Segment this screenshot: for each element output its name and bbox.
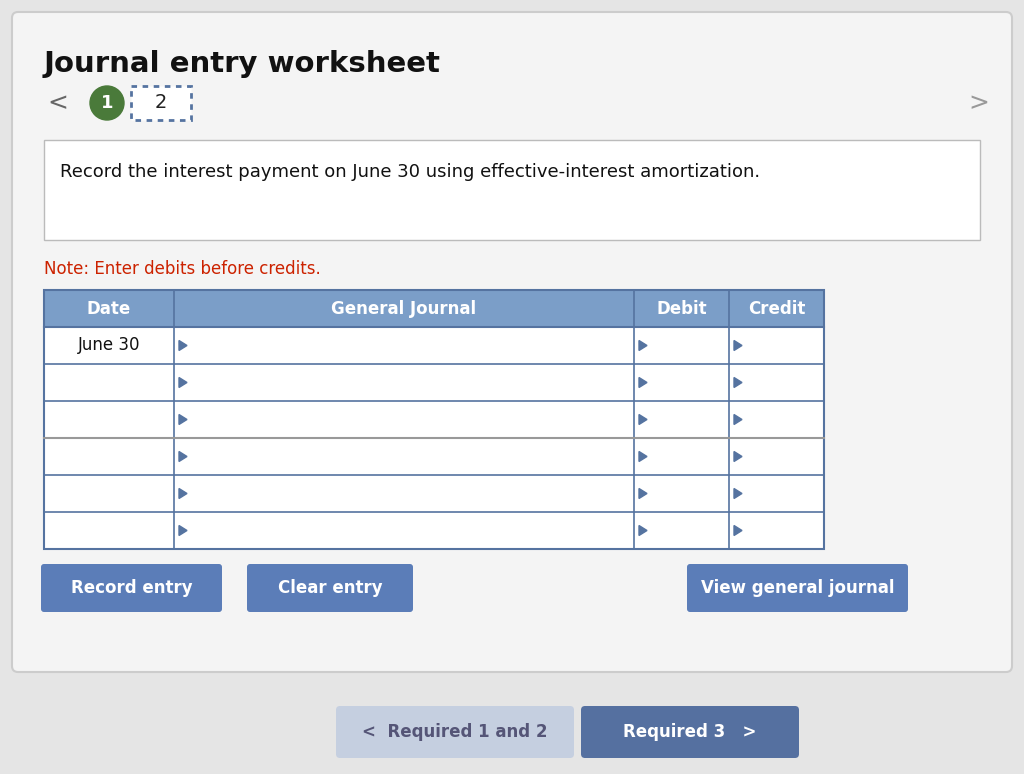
- FancyBboxPatch shape: [44, 140, 980, 240]
- Bar: [44, 475, 824, 512]
- Polygon shape: [734, 526, 742, 536]
- Polygon shape: [639, 378, 647, 388]
- Bar: [44, 438, 824, 475]
- FancyBboxPatch shape: [581, 706, 799, 758]
- Polygon shape: [639, 415, 647, 424]
- Text: Record the interest payment on June 30 using effective-interest amortization.: Record the interest payment on June 30 u…: [60, 163, 760, 181]
- Polygon shape: [639, 488, 647, 498]
- Text: Required 3   >: Required 3 >: [624, 723, 757, 741]
- Bar: [44, 290, 824, 549]
- FancyBboxPatch shape: [687, 564, 908, 612]
- Text: Note: Enter debits before credits.: Note: Enter debits before credits.: [44, 260, 321, 278]
- Text: June 30: June 30: [78, 337, 140, 354]
- Text: Date: Date: [87, 300, 131, 317]
- Polygon shape: [734, 378, 742, 388]
- FancyBboxPatch shape: [247, 564, 413, 612]
- Polygon shape: [179, 451, 187, 461]
- Text: <: <: [47, 91, 69, 115]
- Polygon shape: [179, 415, 187, 424]
- Bar: [44, 290, 824, 327]
- Polygon shape: [179, 488, 187, 498]
- Text: View general journal: View general journal: [700, 579, 894, 597]
- Polygon shape: [639, 526, 647, 536]
- Bar: [44, 327, 824, 364]
- Text: >: >: [969, 91, 989, 115]
- Polygon shape: [734, 415, 742, 424]
- Text: 1: 1: [100, 94, 114, 112]
- Bar: [44, 364, 824, 401]
- Bar: [44, 512, 824, 549]
- Circle shape: [90, 86, 124, 120]
- FancyBboxPatch shape: [131, 86, 191, 120]
- Text: General Journal: General Journal: [332, 300, 476, 317]
- FancyBboxPatch shape: [336, 706, 574, 758]
- Text: Credit: Credit: [748, 300, 805, 317]
- Polygon shape: [734, 488, 742, 498]
- Polygon shape: [734, 341, 742, 351]
- Polygon shape: [179, 378, 187, 388]
- Polygon shape: [734, 451, 742, 461]
- Polygon shape: [639, 341, 647, 351]
- Text: Clear entry: Clear entry: [278, 579, 382, 597]
- Text: Record entry: Record entry: [71, 579, 193, 597]
- Text: <  Required 1 and 2: < Required 1 and 2: [362, 723, 548, 741]
- Bar: [44, 401, 824, 438]
- FancyBboxPatch shape: [12, 12, 1012, 672]
- Polygon shape: [179, 526, 187, 536]
- Text: 2: 2: [155, 94, 167, 112]
- Text: Journal entry worksheet: Journal entry worksheet: [44, 50, 441, 78]
- FancyBboxPatch shape: [41, 564, 222, 612]
- Polygon shape: [179, 341, 187, 351]
- Polygon shape: [639, 451, 647, 461]
- Text: Debit: Debit: [656, 300, 707, 317]
